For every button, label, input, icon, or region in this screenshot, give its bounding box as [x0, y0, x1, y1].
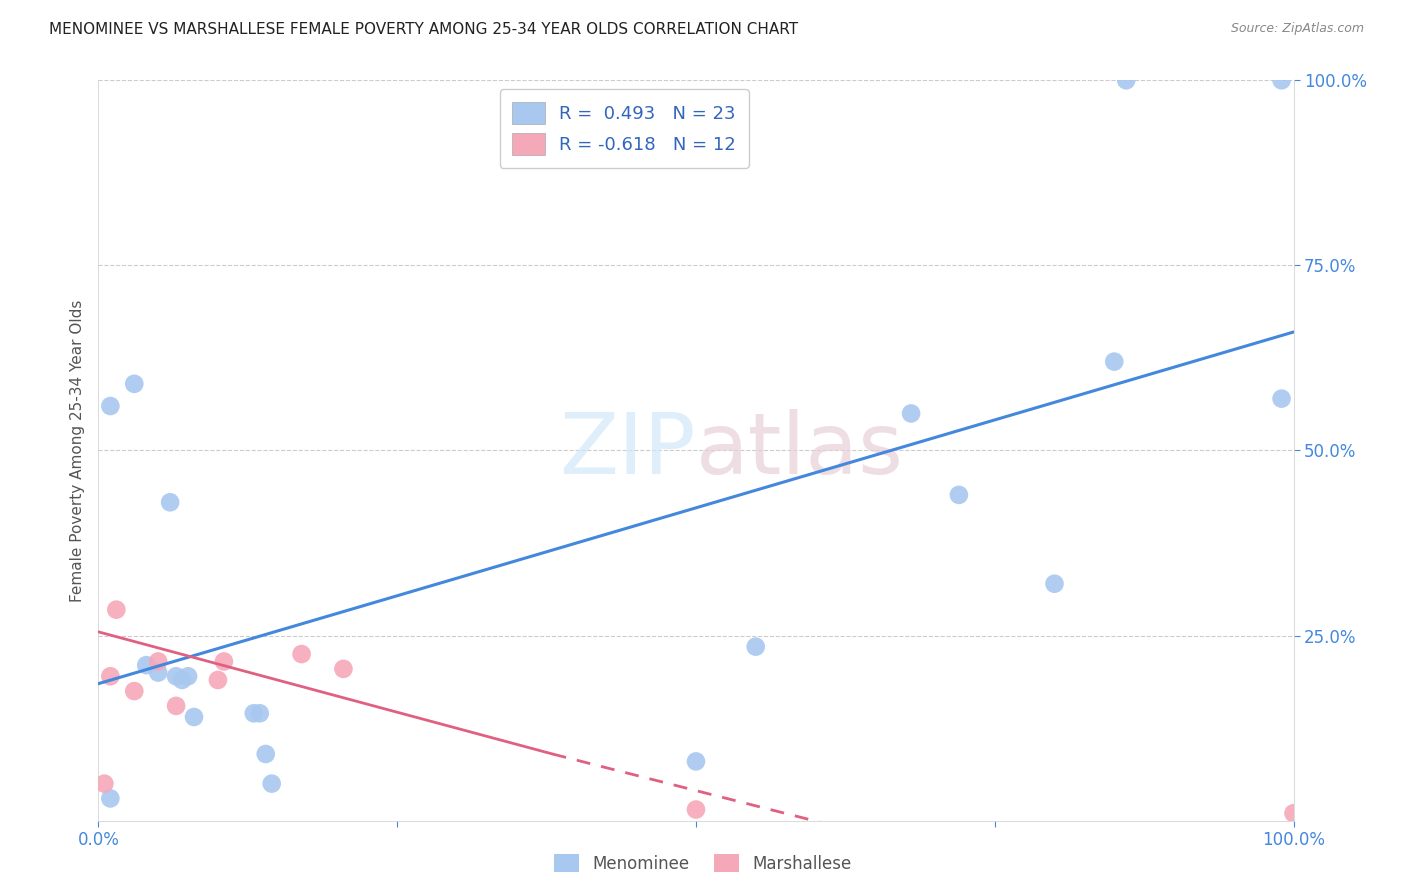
Point	[93, 776, 115, 791]
Point	[135, 658, 157, 673]
Point	[159, 495, 181, 509]
Point	[98, 399, 122, 413]
Point	[685, 803, 707, 817]
Point	[105, 602, 128, 616]
Text: MENOMINEE VS MARSHALLESE FEMALE POVERTY AMONG 25-34 YEAR OLDS CORRELATION CHART: MENOMINEE VS MARSHALLESE FEMALE POVERTY …	[49, 22, 799, 37]
Point	[900, 407, 922, 421]
Point	[685, 755, 707, 769]
Point	[148, 655, 170, 669]
Point	[291, 647, 314, 661]
Point	[1282, 806, 1305, 821]
Point	[332, 662, 354, 676]
Point	[98, 669, 122, 683]
Point	[207, 673, 229, 687]
Y-axis label: Female Poverty Among 25-34 Year Olds: Female Poverty Among 25-34 Year Olds	[69, 300, 84, 601]
Legend: Menominee, Marshallese: Menominee, Marshallese	[547, 847, 859, 880]
Point	[172, 673, 194, 687]
Point	[124, 376, 146, 391]
Point	[1115, 73, 1137, 87]
Point	[148, 665, 170, 680]
Point	[165, 669, 187, 683]
Point	[212, 655, 235, 669]
Text: Source: ZipAtlas.com: Source: ZipAtlas.com	[1230, 22, 1364, 36]
Text: atlas: atlas	[696, 409, 904, 492]
Point	[948, 488, 970, 502]
Point	[1043, 576, 1066, 591]
Text: ZIP: ZIP	[560, 409, 696, 492]
Point	[1271, 392, 1294, 406]
Legend: R =  0.493   N = 23, R = -0.618   N = 12: R = 0.493 N = 23, R = -0.618 N = 12	[499, 89, 749, 168]
Point	[254, 747, 277, 761]
Point	[243, 706, 266, 721]
Point	[1271, 73, 1294, 87]
Point	[260, 776, 283, 791]
Point	[124, 684, 146, 698]
Point	[745, 640, 768, 654]
Point	[165, 698, 187, 713]
Point	[183, 710, 205, 724]
Point	[1104, 354, 1126, 368]
Point	[249, 706, 271, 721]
Point	[98, 791, 122, 805]
Point	[177, 669, 200, 683]
